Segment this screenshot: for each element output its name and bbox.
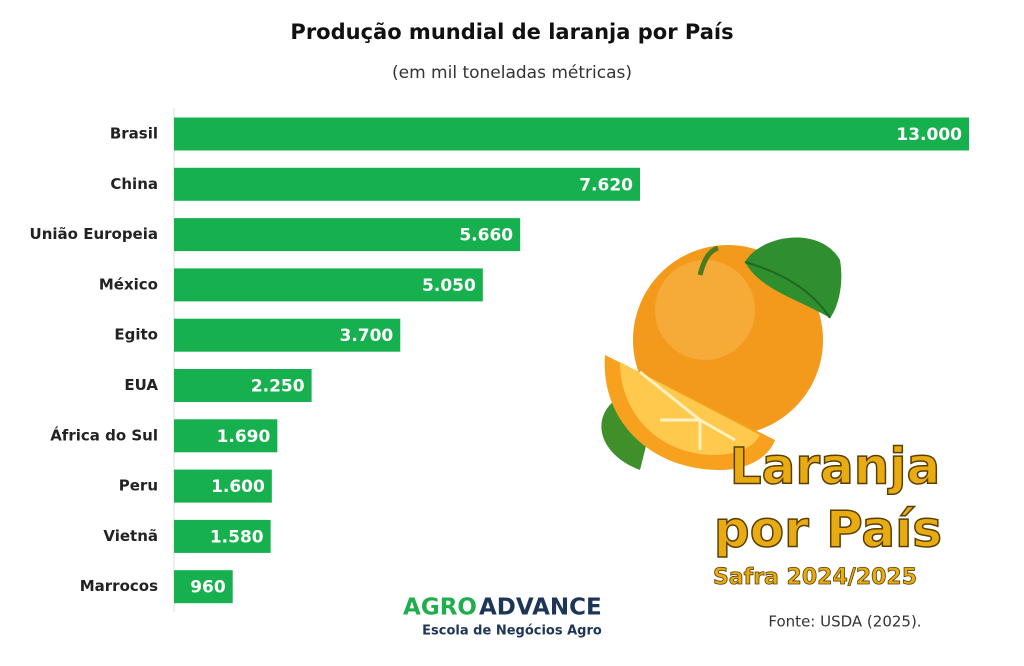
source: Fonte: USDA (2025). bbox=[768, 613, 921, 631]
category-label: Brasil bbox=[110, 125, 158, 143]
bar bbox=[174, 318, 401, 352]
bar bbox=[174, 519, 271, 553]
value-label: 3.700 bbox=[339, 326, 393, 346]
value-label: 1.690 bbox=[217, 427, 271, 447]
value-label: 7.620 bbox=[579, 175, 633, 195]
category-label: EUA bbox=[124, 376, 158, 394]
bar bbox=[174, 570, 233, 604]
category-label: Egito bbox=[114, 326, 158, 344]
chart-title: Produção mundial de laranja por País bbox=[290, 20, 733, 44]
category-label: União Europeia bbox=[30, 225, 158, 243]
overlay-subtitle: Safra 2024/2025 bbox=[713, 565, 917, 590]
bar bbox=[174, 117, 969, 151]
logo-left: AGRO bbox=[403, 595, 477, 621]
value-label: 5.050 bbox=[422, 276, 476, 296]
bar bbox=[174, 167, 640, 201]
category-label: África do Sul bbox=[50, 425, 158, 444]
bar bbox=[174, 268, 483, 302]
bar bbox=[174, 419, 278, 453]
value-label: 960 bbox=[190, 578, 226, 598]
category-label: China bbox=[110, 175, 158, 193]
logo-tagline: Escola de Negócios Agro bbox=[422, 624, 602, 639]
bar bbox=[174, 369, 312, 402]
value-label: 2.250 bbox=[251, 377, 305, 397]
category-label: Marrocos bbox=[80, 577, 158, 595]
value-label: 1.600 bbox=[211, 477, 265, 497]
bar bbox=[174, 469, 272, 503]
category-label: Peru bbox=[119, 477, 158, 495]
value-label: 5.660 bbox=[459, 226, 513, 246]
category-label: Vietnã bbox=[103, 527, 158, 545]
bar bbox=[174, 218, 521, 252]
orange-illustration bbox=[601, 237, 842, 470]
overlay-title: Laranja bbox=[730, 438, 940, 496]
overlay-title: por País bbox=[714, 501, 942, 559]
value-label: 13.000 bbox=[896, 125, 962, 145]
chart-subtitle: (em mil toneladas métricas) bbox=[392, 63, 632, 83]
value-label: 1.580 bbox=[210, 527, 264, 547]
logo-right: ADVANCE bbox=[479, 595, 602, 621]
category-label: México bbox=[99, 275, 158, 293]
